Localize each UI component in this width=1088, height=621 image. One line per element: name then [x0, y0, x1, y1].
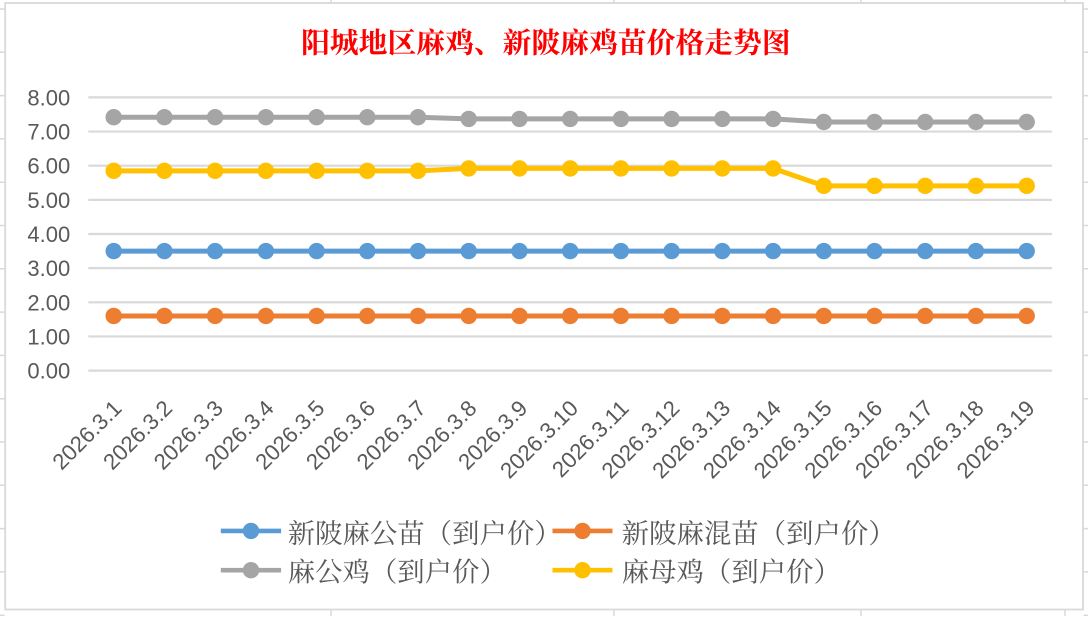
- svg-text:7.00: 7.00: [27, 120, 70, 145]
- svg-text:2.00: 2.00: [27, 290, 70, 315]
- svg-text:5.00: 5.00: [27, 188, 70, 213]
- svg-text:1.00: 1.00: [27, 324, 70, 349]
- svg-text:4.00: 4.00: [27, 222, 70, 247]
- svg-text:8.00: 8.00: [27, 85, 70, 110]
- svg-text:3.00: 3.00: [27, 256, 70, 281]
- svg-text:0.00: 0.00: [27, 359, 70, 384]
- svg-text:6.00: 6.00: [27, 154, 70, 179]
